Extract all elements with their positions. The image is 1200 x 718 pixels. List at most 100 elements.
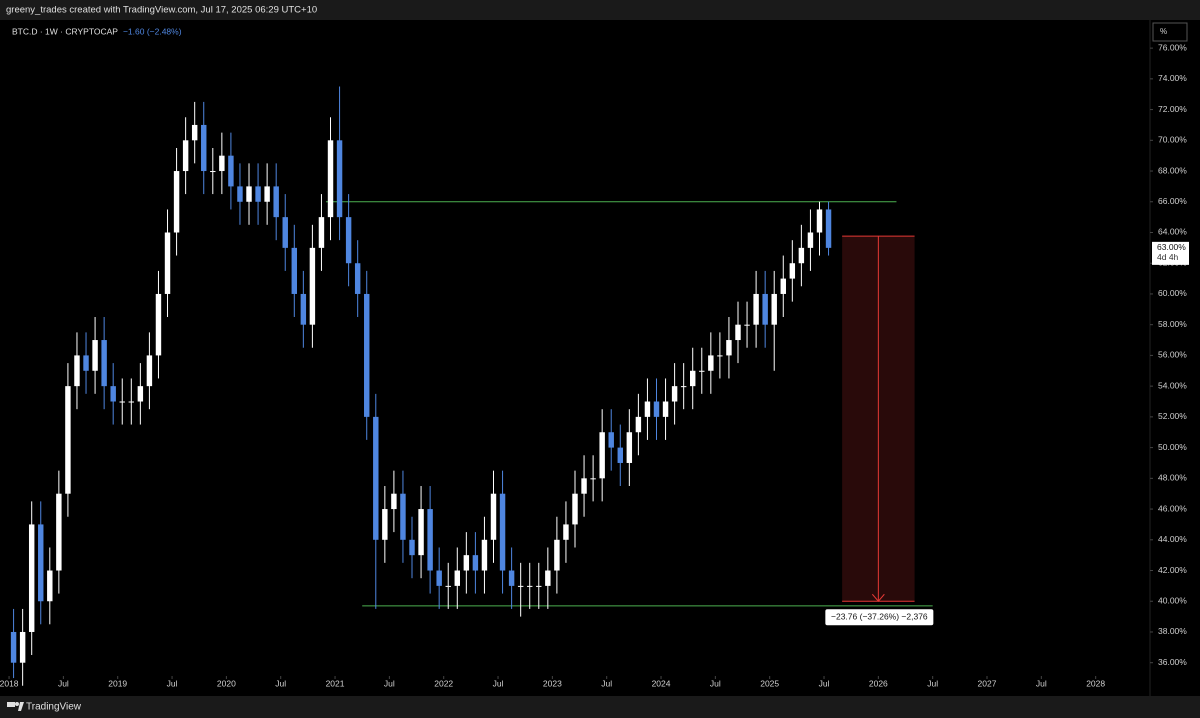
countdown: 4d 4h	[1157, 252, 1179, 262]
measure-label: −23.76 (−37.26%) −2,376	[831, 611, 928, 621]
candle-body	[418, 509, 424, 556]
candle-body	[735, 324, 741, 341]
x-tick-label: 2025	[760, 678, 779, 688]
y-tick-label: 72.00%	[1158, 104, 1187, 114]
last-price-label: 63.00%	[1157, 242, 1186, 252]
candle-body	[318, 217, 325, 248]
candle-body	[635, 416, 642, 433]
candle-body	[545, 570, 551, 586]
x-tick-label: Jul	[1036, 678, 1047, 688]
brand: TradingView	[26, 702, 82, 713]
y-tick-label: 58.00%	[1158, 319, 1187, 329]
top-bar	[0, 0, 1200, 20]
candle-body	[717, 355, 723, 357]
x-tick-label: 2020	[217, 678, 236, 688]
unit-button[interactable]	[1152, 22, 1188, 42]
candle-body	[300, 293, 307, 325]
candle-body	[237, 186, 243, 202]
candle-body	[671, 386, 678, 402]
y-tick-label: 60.00%	[1158, 288, 1187, 298]
candle-body	[572, 493, 578, 525]
candle-body	[825, 209, 832, 248]
candle-body	[690, 370, 696, 387]
attribution: greeny_trades created with TradingView.c…	[6, 5, 317, 16]
candle-body	[508, 570, 515, 586]
candle-body	[219, 155, 225, 172]
candle-body	[445, 585, 451, 587]
candle-body	[427, 509, 433, 571]
x-tick-label: 2023	[543, 678, 562, 688]
x-tick-label: 2027	[978, 678, 997, 688]
y-tick-label: 76.00%	[1158, 42, 1187, 52]
candle-body	[771, 293, 777, 325]
candle-body	[282, 217, 288, 248]
candle-body	[463, 555, 470, 571]
candle-body	[680, 386, 687, 388]
candle-body	[499, 493, 506, 571]
candle-body	[780, 278, 786, 294]
x-tick-label: Jul	[927, 678, 938, 688]
candle-body	[38, 524, 44, 602]
x-tick-label: 2018	[0, 678, 19, 688]
candle-body	[345, 217, 352, 264]
candle-body	[662, 401, 669, 417]
candle-body	[554, 539, 560, 571]
candle-body	[210, 171, 216, 173]
x-tick-label: Jul	[58, 678, 69, 688]
candle-body	[92, 340, 98, 371]
y-tick-label: 52.00%	[1158, 411, 1187, 421]
x-tick-label: Jul	[710, 678, 721, 688]
candle-body	[273, 186, 279, 218]
candle-body	[653, 401, 660, 417]
candle-body	[309, 247, 316, 325]
candle-body	[119, 401, 125, 403]
candle-body	[19, 631, 26, 663]
x-tick-label: Jul	[167, 678, 178, 688]
candle-body	[626, 432, 633, 463]
y-tick-label: 56.00%	[1158, 350, 1187, 360]
x-tick-label: Jul	[384, 678, 395, 688]
candle-body	[110, 386, 116, 402]
candle-body	[191, 124, 198, 141]
x-tick-label: 2019	[108, 678, 127, 688]
candle-body	[146, 355, 153, 387]
candle-body	[581, 478, 587, 494]
x-tick-label: 2021	[326, 678, 345, 688]
x-tick-label: Jul	[275, 678, 286, 688]
candle-body	[744, 324, 750, 326]
candle-body	[83, 355, 89, 371]
symbol: BTC.D · 1W · CRYPTOCAP	[12, 26, 118, 36]
candle-body	[409, 539, 415, 556]
candle-body	[10, 631, 17, 663]
bottom-bar	[0, 696, 1200, 718]
x-tick-label: Jul	[493, 678, 504, 688]
candle-body	[155, 293, 162, 356]
candle-body	[472, 555, 479, 571]
x-tick-label: Jul	[601, 678, 612, 688]
candle-body	[517, 585, 524, 587]
y-tick-label: 42.00%	[1158, 565, 1187, 575]
candle-body	[228, 155, 234, 187]
candle-body	[255, 186, 261, 202]
candle-body	[164, 232, 171, 294]
x-tick-label: 2024	[652, 678, 671, 688]
candle-body	[789, 263, 796, 279]
y-tick-label: 46.00%	[1158, 503, 1187, 513]
change: −1.60 (−2.48%)	[123, 26, 182, 36]
candle-body	[336, 140, 343, 218]
candle-body	[291, 247, 298, 294]
candle-body	[182, 140, 189, 172]
candle-body	[762, 293, 768, 325]
candle-body	[590, 478, 596, 480]
candle-body	[699, 370, 705, 372]
y-tick-label: 48.00%	[1158, 473, 1187, 483]
y-tick-label: 54.00%	[1158, 380, 1187, 390]
measure-label-bg	[825, 609, 934, 626]
x-tick-label: 2022	[434, 678, 453, 688]
candle-body	[490, 493, 497, 540]
candle-body	[798, 247, 805, 264]
candle-body	[481, 539, 488, 571]
candle-body	[327, 140, 334, 218]
